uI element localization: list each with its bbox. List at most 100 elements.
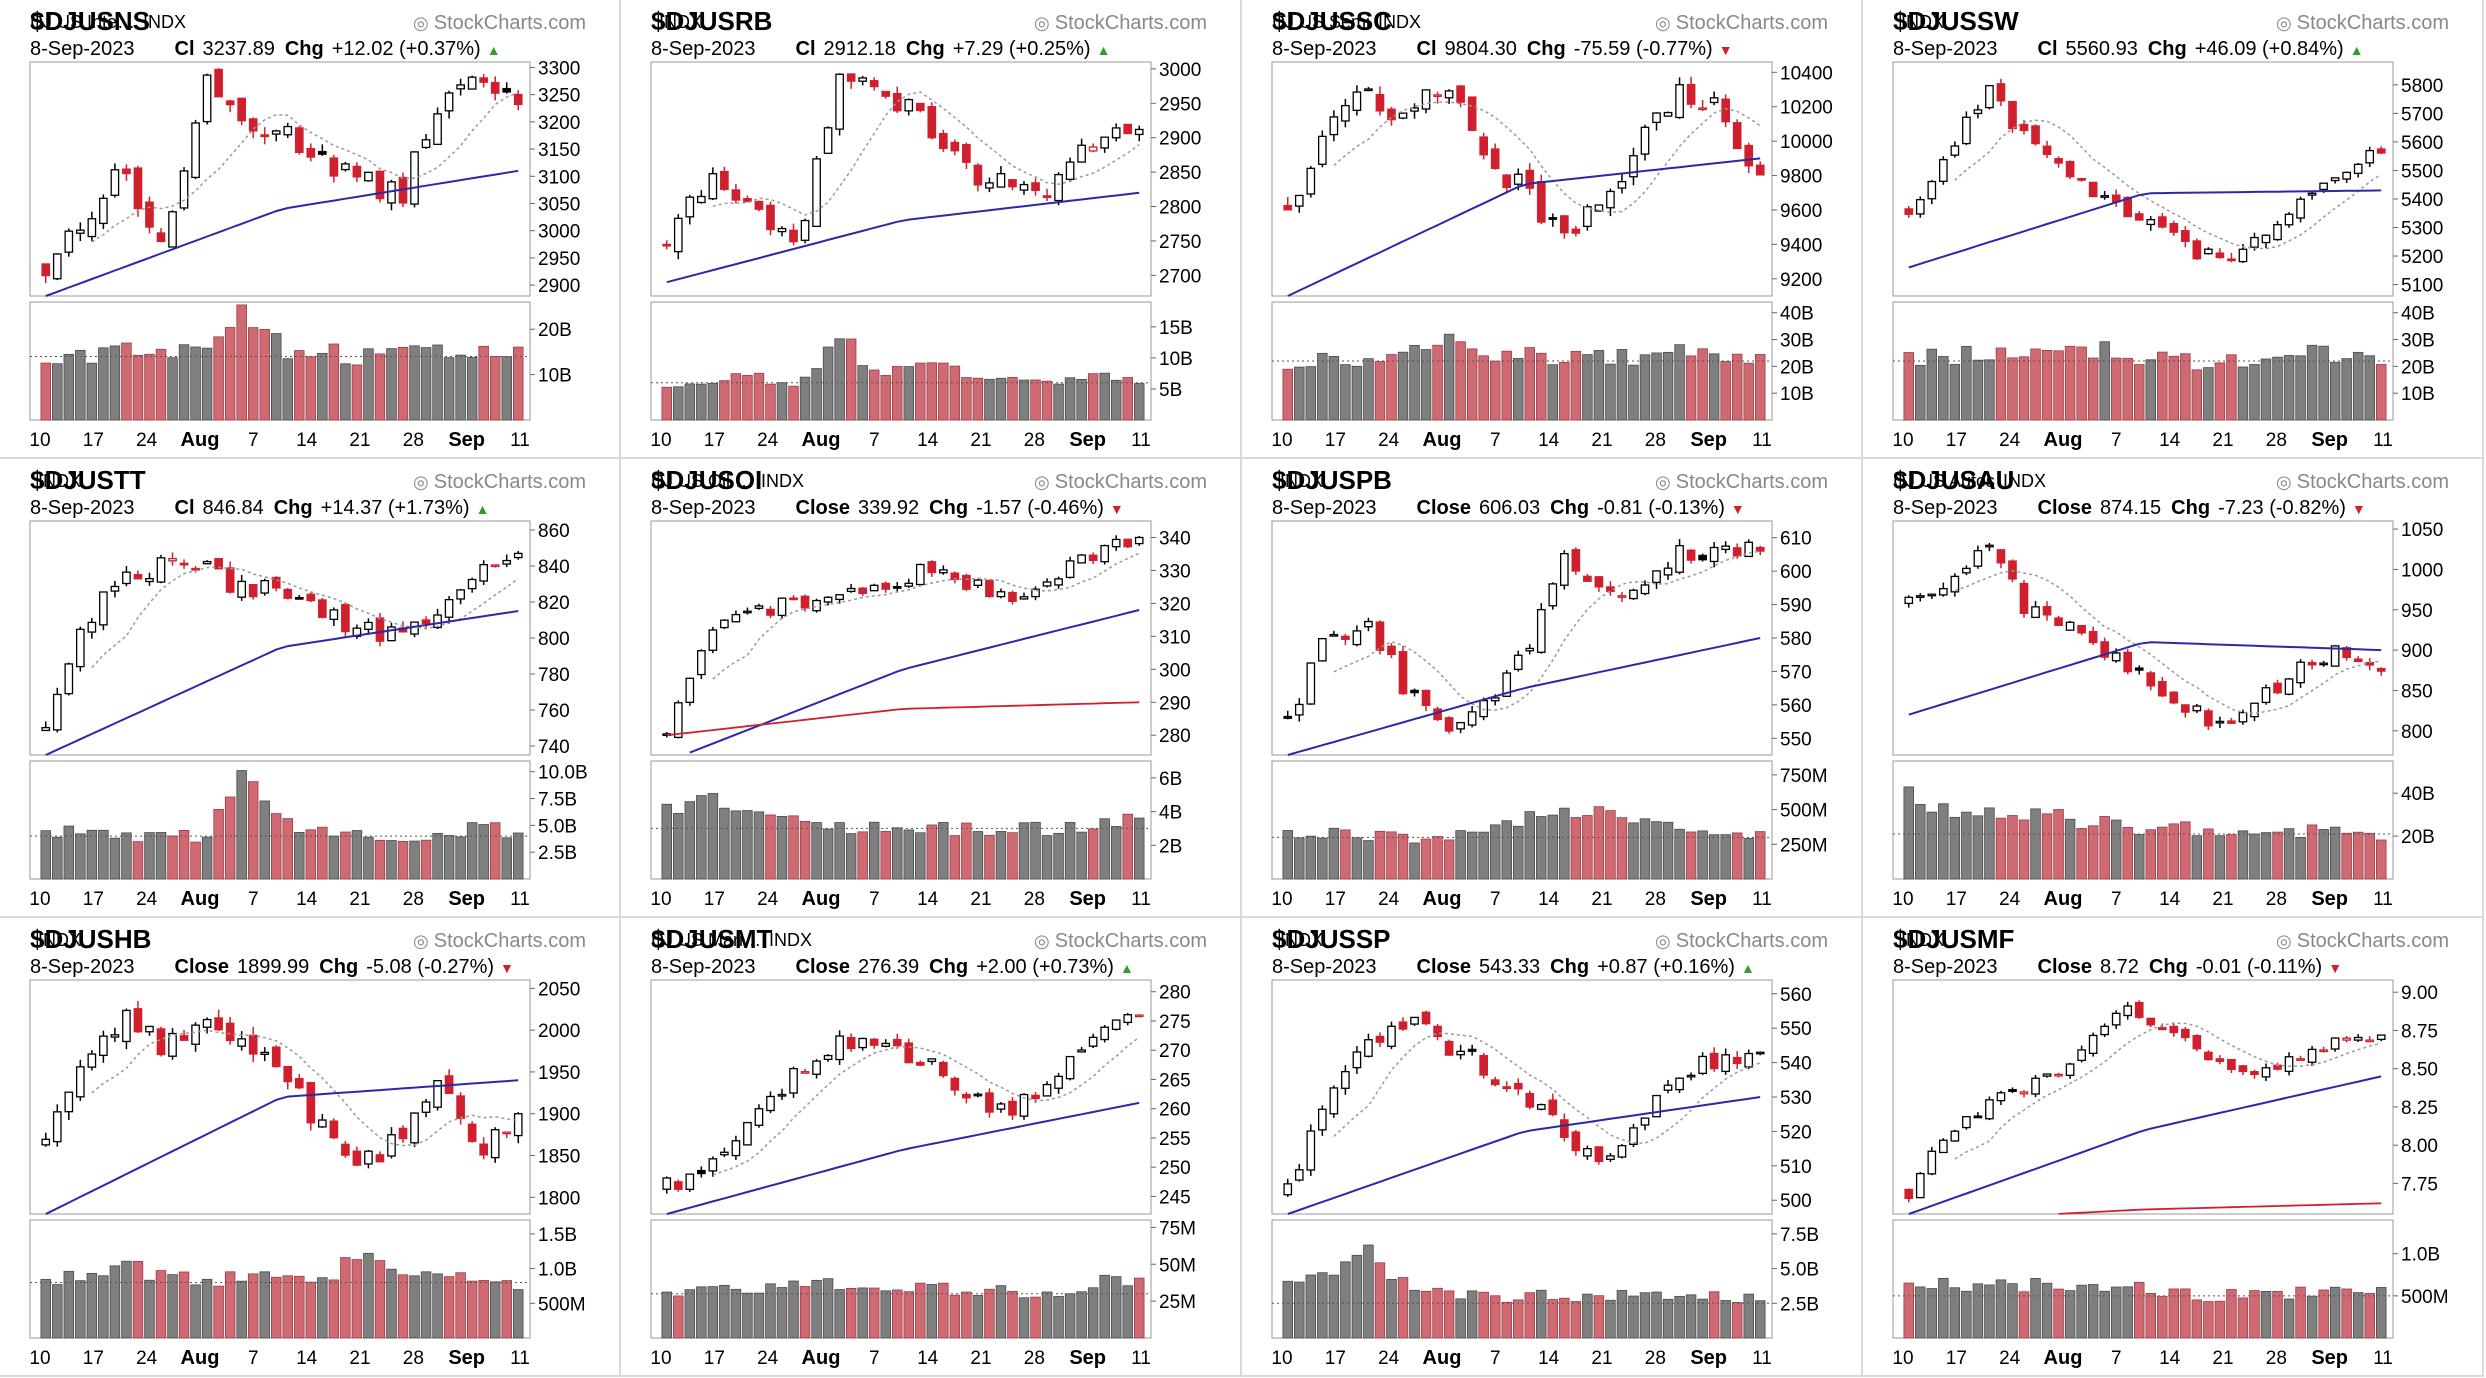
volume-bar <box>753 1292 765 1339</box>
price-candle <box>696 190 706 204</box>
price-candle <box>1732 543 1742 559</box>
price-candle <box>1100 1025 1110 1043</box>
volume-bar <box>40 362 52 421</box>
x-tick-label: 21 <box>2212 889 2233 910</box>
volume-bar <box>1731 832 1743 880</box>
volume-bar <box>661 1291 673 1339</box>
stockcharts-watermark: ◎ StockCharts.com <box>1655 930 1828 953</box>
price-candle <box>2180 704 2190 718</box>
volume-bar <box>443 835 455 880</box>
chart-panel[interactable]: $DJUSTT INDX ◎ StockCharts.com 8-Sep-2023 Cl… <box>0 459 621 918</box>
price-candle <box>2238 1065 2248 1076</box>
price-candle <box>2088 626 2098 646</box>
price-candle <box>375 170 385 203</box>
price-tick-label: 2950 <box>538 249 580 270</box>
chart-panel[interactable]: $DJUSSP INDX ◎ StockCharts.com 8-Sep-2023 Cl… <box>1242 918 1863 1377</box>
price-candle <box>731 183 741 204</box>
volume-bar <box>730 1288 742 1339</box>
chart-panel[interactable]: $DJUSMT DJ US Mari… INDX ◎ StockCharts.com 8… <box>621 918 1242 1377</box>
chart-panel[interactable]: $DJUSRB INDX ◎ StockCharts.com 8-Sep-2023 Cl… <box>621 0 1242 459</box>
short-moving-average-line <box>1954 569 2382 715</box>
volume-bar <box>1674 344 1685 421</box>
chart-panel[interactable]: $DJUSSW INDX ◎ StockCharts.com 8-Sep-2023 Cl… <box>1863 0 2484 459</box>
price-candle <box>1973 1112 1983 1119</box>
chart-panel[interactable]: $DJUSNS DJ US Inte… INDX ◎ StockCharts.com 8… <box>0 0 621 459</box>
volume-bar <box>1443 333 1455 421</box>
price-candle <box>352 162 362 183</box>
volume-bar <box>2110 357 2122 421</box>
price-tick-label: 5600 <box>2401 133 2443 154</box>
price-tick-label: 265 <box>1159 1070 1191 1091</box>
volume-bar <box>1099 372 1110 421</box>
brand-text: StockCharts.com <box>1675 471 1828 493</box>
long-moving-average-line <box>45 610 519 756</box>
volume-bar <box>1018 379 1030 421</box>
price-candle <box>2330 177 2340 184</box>
volume-bar <box>1122 377 1133 421</box>
index-description: DJ US Autos INDX <box>1893 471 2046 492</box>
price-candle <box>731 610 741 623</box>
volume-bar <box>432 832 443 880</box>
price-candle <box>1077 554 1086 564</box>
logo-icon: ◎ <box>1034 472 1055 492</box>
change-value: -5.08 (-0.27%) <box>366 956 495 978</box>
volume-bar <box>144 1279 155 1339</box>
volume-bar <box>270 1276 282 1339</box>
price-candle <box>1996 78 2006 107</box>
volume-bar <box>1662 821 1674 880</box>
close-value: 339.92 <box>858 497 920 519</box>
price-volume-chart: 340 330 320 310 300 290 280 6B 4B 2B 10 17 24 Aug 7 14 2… <box>650 520 1191 910</box>
x-tick-label: Sep <box>1069 1347 1106 1369</box>
chart-panel[interactable]: $DJUSHB INDX ◎ StockCharts.com 8-Sep-2023 Cl… <box>0 918 621 1377</box>
volume-tick-label: 500M <box>1780 801 1828 822</box>
volume-bar <box>1961 811 1972 880</box>
price-tick-label: 8.50 <box>2401 1060 2438 1081</box>
x-tick-label: Aug <box>2044 888 2083 910</box>
price-candle <box>1744 1049 1754 1070</box>
volume-bar <box>443 1276 455 1339</box>
volume-tick-label: 2B <box>1159 836 1182 857</box>
price-candle <box>1008 179 1017 191</box>
price-candle <box>202 1017 212 1034</box>
price-candle <box>1617 173 1627 194</box>
price-candle <box>881 90 891 99</box>
volume-bar <box>1087 828 1099 880</box>
chart-panel[interactable]: $DJUSOI DJ US Oil … INDX ◎ StockCharts.com 8… <box>621 459 1242 918</box>
chart-panel[interactable]: $DJUSPB INDX ◎ StockCharts.com 8-Sep-2023 Cl… <box>1242 459 1863 918</box>
chart-panel[interactable]: $DJUSMF INDX ◎ StockCharts.com 8-Sep-2023 Cl… <box>1863 918 2484 1377</box>
chart-panel[interactable]: $DJUSSC DJ US Semi INDX ◎ StockCharts.com 8-… <box>1242 0 1863 459</box>
price-candle <box>1294 698 1304 722</box>
change-label: Chg <box>1550 956 1590 978</box>
volume-bar <box>845 338 857 421</box>
price-volume-chart: 10400 10200 10000 9800 9600 9400 9200 40B 30B 20B… <box>1271 61 1833 451</box>
index-description: INDX <box>30 930 81 951</box>
volume-bar <box>1087 373 1099 421</box>
price-tick-label: 1850 <box>538 1147 580 1168</box>
volume-bar <box>2145 359 2157 421</box>
date-label: 8-Sep-2023 <box>30 497 135 519</box>
price-candle <box>2296 659 2305 688</box>
x-tick-label: 24 <box>136 1348 158 1369</box>
price-candle <box>168 210 177 248</box>
price-candle <box>1283 1178 1293 1197</box>
stockcharts-watermark: ◎ StockCharts.com <box>1034 930 1207 953</box>
volume-bar <box>236 1280 247 1339</box>
volume-bar <box>1639 354 1651 421</box>
volume-bar <box>2191 369 2203 421</box>
price-candle <box>2019 1090 2029 1098</box>
triangle-down-icon: ▼ <box>1718 42 1733 58</box>
volume-bar <box>2260 358 2272 421</box>
price-candle <box>87 617 97 639</box>
chart-panel[interactable]: $DJUSAU DJ US Autos INDX ◎ StockCharts.com 8… <box>1863 459 2484 918</box>
volume-bar <box>132 841 144 880</box>
price-candle <box>696 649 706 680</box>
price-tick-label: 250 <box>1159 1158 1191 1179</box>
price-candle <box>2065 620 2075 631</box>
price-candle <box>1513 1078 1523 1096</box>
price-candle <box>835 1030 844 1065</box>
volume-bar <box>1616 1290 1628 1339</box>
volume-bar <box>1076 1291 1087 1339</box>
price-candle <box>2204 1050 2213 1061</box>
volume-bar <box>799 1286 811 1339</box>
price-candle <box>1479 1052 1489 1079</box>
